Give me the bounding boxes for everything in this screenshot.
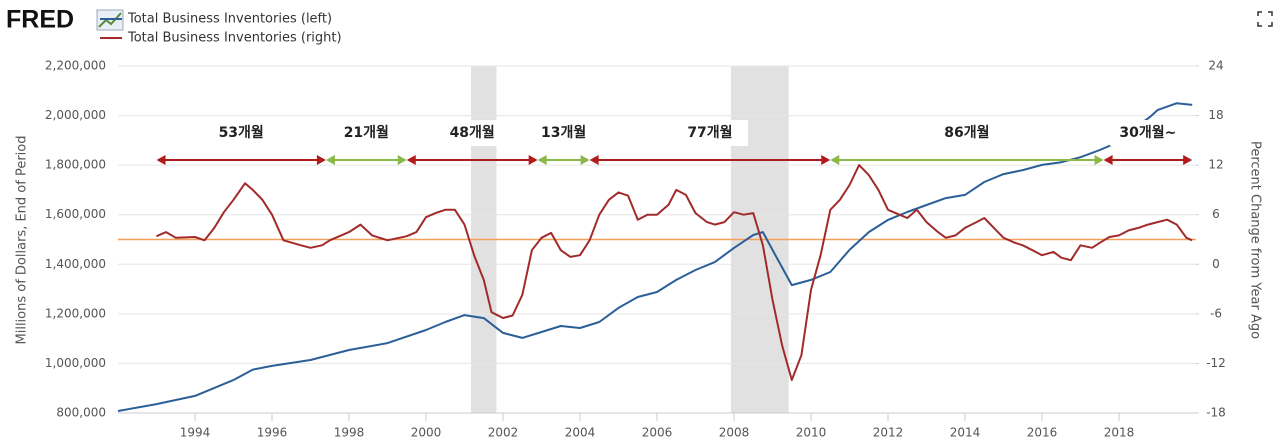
annotation-label: 30개월~ [1119,124,1176,141]
y2-tick-label: 0 [1212,257,1220,271]
annotation-bg [203,120,280,146]
annotation-label: 53개월 [219,124,264,141]
x-tick-label: 2010 [796,426,827,440]
arrow-head [406,155,416,165]
y2-tick-label: -6 [1210,306,1222,320]
arrow-head [580,155,590,165]
arrow-head [537,155,547,165]
y-tick-label: 1,400,000 [45,257,106,271]
logo: FRED [6,6,74,34]
x-tick-label: 1994 [180,426,211,440]
annotation-bg [1109,120,1186,146]
series-line [117,102,1193,412]
annotation-bg [328,120,405,146]
arrow-head [397,155,407,165]
arrow-head [325,155,335,165]
y-tick-label: 2,000,000 [45,108,106,122]
arrow-head [316,155,326,165]
y-tick-label: 800,000 [56,406,106,420]
y2-tick-label: -18 [1206,406,1226,420]
y-tick-label: 1,200,000 [45,306,106,320]
x-tick-label: 2002 [488,426,519,440]
y-axis-title: Millions of Dollars, End of Period [15,136,30,345]
x-tick-label: 2000 [411,426,442,440]
fullscreen-icon[interactable] [1257,11,1273,27]
arrow-head [1094,155,1104,165]
annotation-bg [434,120,511,146]
y2-tick-label: 12 [1208,158,1223,172]
arrow-head [528,155,538,165]
y2-tick-label: 24 [1208,59,1223,73]
arrow-head [1183,155,1193,165]
annotation-bg [671,120,748,146]
x-tick-label: 2018 [1104,426,1135,440]
x-tick-label: 2012 [873,426,904,440]
annotation-label: 21개월 [344,124,389,141]
legend-label: Total Business Inventories (left) [127,12,332,27]
arrow-head [589,155,599,165]
y-tick-label: 1,000,000 [45,356,106,370]
x-tick-label: 2016 [1027,426,1058,440]
y2-tick-label: -12 [1206,356,1226,370]
annotation-bg [525,120,602,146]
arrow-head [821,155,831,165]
annotation-label: 13개월 [541,124,586,141]
annotation-label: 86개월 [944,124,989,141]
annotation-label: 77개월 [687,124,732,141]
y-tick-label: 1,600,000 [45,207,106,221]
x-tick-label: 2014 [950,426,981,440]
annotation-label: 48개월 [450,124,495,141]
y2-tick-label: 18 [1208,108,1223,122]
arrow-head [1103,155,1113,165]
y2-axis-title: Percent Change from Year Ago [1248,141,1263,339]
y-tick-label: 2,200,000 [45,59,106,73]
y-tick-label: 1,800,000 [45,158,106,172]
y2-tick-label: 6 [1212,207,1220,221]
annotation-bg [928,120,1005,146]
x-tick-label: 1998 [334,426,365,440]
x-tick-label: 2006 [642,426,673,440]
x-tick-label: 2004 [565,426,596,440]
legend-label: Total Business Inventories (right) [127,31,342,46]
x-tick-label: 1996 [257,426,288,440]
arrow-head [156,155,166,165]
x-tick-label: 2008 [719,426,750,440]
arrow-head [830,155,840,165]
series-line [156,164,1193,381]
